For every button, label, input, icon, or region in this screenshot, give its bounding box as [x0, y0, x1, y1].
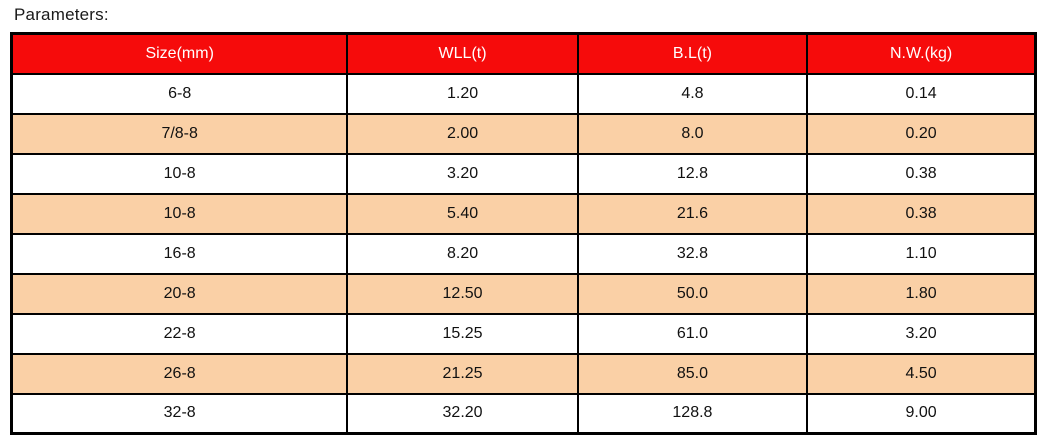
table-cell: 0.14: [806, 72, 1037, 115]
table-row: 10-8 5.40 21.6 0.38: [10, 192, 1037, 235]
table-cell: 26-8: [10, 352, 349, 395]
table-body: 6-8 1.20 4.8 0.14 7/8-8 2.00 8.0 0.20 10-8 3.20 12…: [10, 72, 1037, 435]
table-cell: 12.50: [346, 272, 579, 315]
table-cell: 1.20: [346, 72, 579, 115]
column-header: N.W.(kg): [806, 32, 1037, 75]
table-row: 10-8 3.20 12.8 0.38: [10, 152, 1037, 195]
table-cell: 3.20: [806, 312, 1037, 355]
table-cell: 21.6: [576, 192, 809, 235]
column-header: WLL(t): [346, 32, 579, 75]
table-row: 32-8 32.20 128.8 9.00: [10, 392, 1037, 435]
table-cell: 32-8: [10, 392, 349, 435]
table-row: 6-8 1.20 4.8 0.14: [10, 72, 1037, 115]
page-title: Parameters:: [14, 5, 109, 24]
table-cell: 4.8: [576, 72, 809, 115]
table-cell: 10-8: [10, 152, 349, 195]
table-head: Size(mm) WLL(t) B.L(t) N.W.(kg): [10, 32, 1037, 75]
table-cell: 2.00: [346, 112, 579, 155]
table-cell: 85.0: [576, 352, 809, 395]
table-row: 7/8-8 2.00 8.0 0.20: [10, 112, 1037, 155]
table-cell: 15.25: [346, 312, 579, 355]
table-cell: 10-8: [10, 192, 349, 235]
table-cell: 22-8: [10, 312, 349, 355]
table-cell: 5.40: [346, 192, 579, 235]
table-cell: 0.20: [806, 112, 1037, 155]
table-cell: 3.20: [346, 152, 579, 195]
column-header: Size(mm): [10, 32, 349, 75]
table-cell: 1.80: [806, 272, 1037, 315]
table-cell: 1.10: [806, 232, 1037, 275]
table-cell: 0.38: [806, 152, 1037, 195]
table-cell: 16-8: [10, 232, 349, 275]
table-row: 16-8 8.20 32.8 1.10: [10, 232, 1037, 275]
table-cell: 6-8: [10, 72, 349, 115]
table-cell: 32.20: [346, 392, 579, 435]
table-cell: 128.8: [576, 392, 809, 435]
table-header-row: Size(mm) WLL(t) B.L(t) N.W.(kg): [10, 32, 1037, 75]
table-row: 22-8 15.25 61.0 3.20: [10, 312, 1037, 355]
table-cell: 0.38: [806, 192, 1037, 235]
column-header: B.L(t): [576, 32, 809, 75]
table-row: 20-8 12.50 50.0 1.80: [10, 272, 1037, 315]
table-cell: 4.50: [806, 352, 1037, 395]
table-cell: 21.25: [346, 352, 579, 395]
table-row: 26-8 21.25 85.0 4.50: [10, 352, 1037, 395]
table-cell: 12.8: [576, 152, 809, 195]
table-cell: 8.0: [576, 112, 809, 155]
table-cell: 8.20: [346, 232, 579, 275]
table-cell: 32.8: [576, 232, 809, 275]
parameters-table: Size(mm) WLL(t) B.L(t) N.W.(kg) 6-8 1.20 4.8 0…: [10, 32, 1037, 435]
table-cell: 9.00: [806, 392, 1037, 435]
table-cell: 20-8: [10, 272, 349, 315]
table-cell: 61.0: [576, 312, 809, 355]
table-cell: 7/8-8: [10, 112, 349, 155]
table-cell: 50.0: [576, 272, 809, 315]
